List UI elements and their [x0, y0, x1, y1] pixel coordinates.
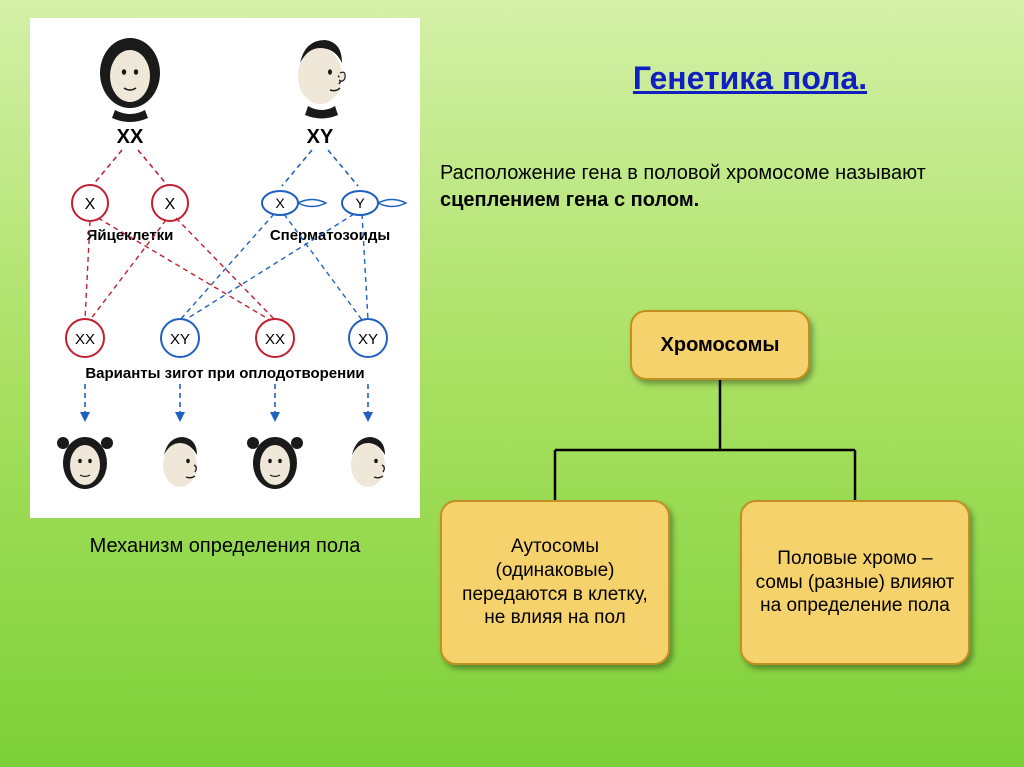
egg-2: X: [152, 185, 188, 221]
svg-text:Y: Y: [355, 195, 365, 211]
svg-text:XX: XX: [75, 331, 95, 348]
svg-text:X: X: [165, 196, 176, 213]
inheritance-svg: XX XY X X X Y Яйцеклетки Сперма: [30, 18, 420, 518]
zygote-1: XX: [66, 319, 104, 357]
body-prefix: Расположение гена в половой хромосоме на…: [440, 162, 926, 184]
svg-text:XX: XX: [265, 331, 285, 348]
inheritance-panel: XX XY X X X Y Яйцеклетки Сперма: [30, 18, 420, 518]
svg-text:XY: XY: [170, 331, 190, 348]
zygote-2: XY: [161, 319, 199, 357]
svg-text:X: X: [85, 196, 96, 213]
zygote-3: XX: [256, 319, 294, 357]
female-parent-icon: [100, 38, 160, 122]
female-genotype: XX: [117, 126, 144, 148]
offspring-boy-1: [163, 437, 197, 487]
sperm-2: Y: [342, 191, 406, 215]
flowchart: Хромосомы Аутосомы (одинаковые) передают…: [430, 280, 1000, 750]
male-genotype: XY: [307, 126, 334, 148]
svg-text:X: X: [275, 195, 285, 211]
page-title: Генетика пола.: [520, 60, 980, 97]
offspring-girl-1: [57, 437, 113, 489]
flow-node-root: Хромосомы: [630, 310, 810, 380]
mechanism-caption: Механизм определения пола: [50, 535, 400, 558]
flow-node-sex-chromosomes: Половые хромо – сомы (разные) влияют на …: [740, 500, 970, 665]
flow-node-autosomes: Аутосомы (одинаковые) передаются в клетк…: [440, 500, 670, 665]
offspring-girl-2: [247, 437, 303, 489]
zygote-4: XY: [349, 319, 387, 357]
zygotes-caption: Варианты зигот при оплодотворении: [85, 365, 364, 382]
male-parent-icon: [298, 40, 345, 119]
svg-text:XY: XY: [358, 331, 378, 348]
offspring-boy-2: [351, 437, 385, 487]
body-highlight: сцеплением гена с полом.: [440, 189, 699, 211]
eggs-label: Яйцеклетки: [87, 227, 174, 244]
sperm-1: X: [262, 191, 326, 215]
definition-text: Расположение гена в половой хромосоме на…: [440, 160, 990, 214]
egg-1: X: [72, 185, 108, 221]
